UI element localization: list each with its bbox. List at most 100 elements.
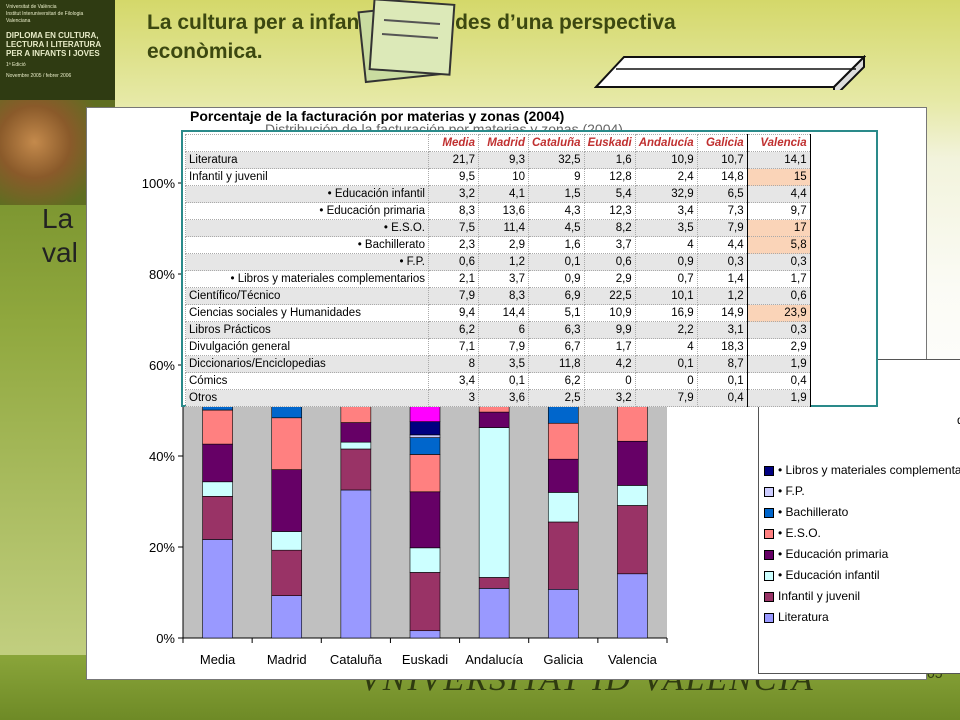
- legend-label: • Libros y materiales complementarios: [778, 463, 960, 477]
- table-cell: 3: [428, 389, 479, 407]
- side-text-line2: val: [42, 237, 78, 268]
- legend-label: • E.S.O.: [778, 526, 821, 540]
- table-row: Infantil y juvenil 9,5 10 9 12,8 2,4 14,8 15: [185, 168, 811, 186]
- bar-segment: [340, 441, 372, 450]
- logo-line4: 1ª Edició: [6, 62, 26, 68]
- table-cell: 4: [634, 338, 698, 356]
- table-row-label: Ciencias sociales y Humanidades: [185, 304, 429, 322]
- diploma-logo: Vniversitat de València Institut Interun…: [0, 0, 115, 100]
- table-cell: 10,1: [634, 287, 698, 305]
- bar-segment: [340, 489, 372, 639]
- table-header-5: Galicia: [696, 134, 748, 152]
- table-cell: 4: [634, 236, 698, 254]
- bar-segment: [547, 521, 579, 590]
- y-tick-label: 60%: [149, 358, 175, 373]
- side-text-line1: La: [42, 203, 74, 234]
- legend-swatch: [764, 529, 774, 539]
- logo-line2: Institut Interuniversitari de Filologia …: [6, 11, 84, 24]
- table-row-label: Cómics: [185, 372, 429, 390]
- legend-item: • Bachillerato: [764, 505, 960, 521]
- y-tick-label: 20%: [149, 540, 175, 555]
- bar-segment: [409, 547, 441, 573]
- table-cell: 7,3: [696, 202, 748, 220]
- table-row-label: • Bachillerato: [185, 236, 429, 254]
- table-cell: 0,4: [696, 389, 748, 407]
- legend-item: • Libros y materiales complementarios: [764, 463, 960, 479]
- legend-swatch: [764, 487, 774, 497]
- table-row: Científico/Técnico 7,9 8,3 6,9 22,5 10,1 1,2 0,…: [185, 287, 811, 305]
- x-tick-label: Madrid: [267, 652, 307, 667]
- legend-item: • E.S.O.: [764, 526, 960, 542]
- table-cell: 0,1: [634, 355, 698, 373]
- table-cell: 1,4: [696, 270, 748, 288]
- table-row: • Educación primaria 8,3 13,6 4,3 12,3 3,4 7,3…: [185, 202, 811, 220]
- table-cell: 11,4: [478, 219, 529, 237]
- table-cell: 8,3: [478, 287, 529, 305]
- table-row: • E.S.O. 7,5 11,4 4,5 8,2 3,5 7,9 17: [185, 219, 811, 237]
- table-cell: 0,4: [746, 372, 811, 390]
- table-row: Divulgación general 7,1 7,9 6,7 1,7 4 18,3 2,9: [185, 338, 811, 356]
- table-cell: 14,1: [746, 151, 811, 169]
- table-cell: 9,4: [428, 304, 479, 322]
- table-cell: 0,1: [528, 253, 585, 271]
- logo-line5: Novembre 2005 / febrer 2006: [6, 73, 72, 79]
- table-cell: 0: [583, 372, 636, 390]
- table-cell: 1,7: [746, 270, 811, 288]
- bar-segment: [202, 539, 233, 639]
- table-title: Porcentaje de la facturación por materia…: [187, 108, 568, 124]
- x-tick-label: Valencia: [608, 652, 658, 667]
- table-row-label: Divulgación general: [185, 338, 429, 356]
- table-cell: 0,1: [478, 372, 529, 390]
- bar-segment: [409, 437, 441, 455]
- table-cell: 14,4: [478, 304, 529, 322]
- table-cell: 1,2: [478, 253, 529, 271]
- table-cell: 3,2: [428, 185, 479, 203]
- table-cell: 11,8: [528, 355, 585, 373]
- legend-swatch: [764, 508, 774, 518]
- table-cell: 0,3: [746, 321, 811, 339]
- legend-label: • Educación infantil: [778, 568, 880, 582]
- table-cell: 8: [428, 355, 479, 373]
- data-table-overlay: Media Madrid Cataluña Euskadi Andalucía Galic…: [181, 130, 878, 407]
- logo-line3: DIPLOMA EN CULTURA, LECTURA I LITERATURA…: [6, 31, 101, 58]
- table-cell: 1,6: [528, 236, 585, 254]
- bar-segment: [617, 440, 648, 486]
- table-header-0: Media: [428, 134, 479, 152]
- table-cell: 9,7: [746, 202, 811, 220]
- legend-partial-text: des: [957, 413, 960, 429]
- bar-segment: [340, 448, 372, 491]
- chart-legend: des • Libros y materiales complementarios…: [758, 359, 960, 674]
- table-cell: 9,5: [428, 168, 479, 186]
- table-cell: 0,7: [634, 270, 698, 288]
- table-cell: 8,2: [583, 219, 636, 237]
- table-cell: 1,6: [583, 151, 636, 169]
- table-cell: 3,6: [478, 389, 529, 407]
- table-cell: 4,4: [746, 185, 811, 203]
- x-tick-label: Cataluña: [330, 652, 383, 667]
- table-header-1: Madrid: [478, 134, 529, 152]
- table-cell: 2,9: [583, 270, 636, 288]
- x-tick-label: Galicia: [543, 652, 584, 667]
- table-cell: 12,8: [583, 168, 636, 186]
- table-cell: 32,9: [634, 185, 698, 203]
- table-cell: 3,2: [583, 389, 636, 407]
- table-cell: 2,3: [428, 236, 479, 254]
- table-cell: 23,9: [746, 304, 811, 322]
- table-cell: 22,5: [583, 287, 636, 305]
- table-cell: 10,7: [696, 151, 748, 169]
- table-cell: 1,9: [746, 355, 811, 373]
- side-text: La val: [42, 202, 78, 270]
- y-tick-label: 80%: [149, 267, 175, 282]
- table-cell: 15: [746, 168, 811, 186]
- legend-swatch: [764, 613, 774, 623]
- bar-segment: [409, 434, 441, 438]
- table-cell: 3,4: [428, 372, 479, 390]
- table-cell: 6,9: [528, 287, 585, 305]
- table-cell: 0: [634, 372, 698, 390]
- table-cell: 0,6: [428, 253, 479, 271]
- table-cell: 2,9: [746, 338, 811, 356]
- table-cell: 0,3: [746, 253, 811, 271]
- table-cell: 16,9: [634, 304, 698, 322]
- bar-segment: [547, 422, 579, 460]
- table-row-label: Otros: [185, 389, 429, 407]
